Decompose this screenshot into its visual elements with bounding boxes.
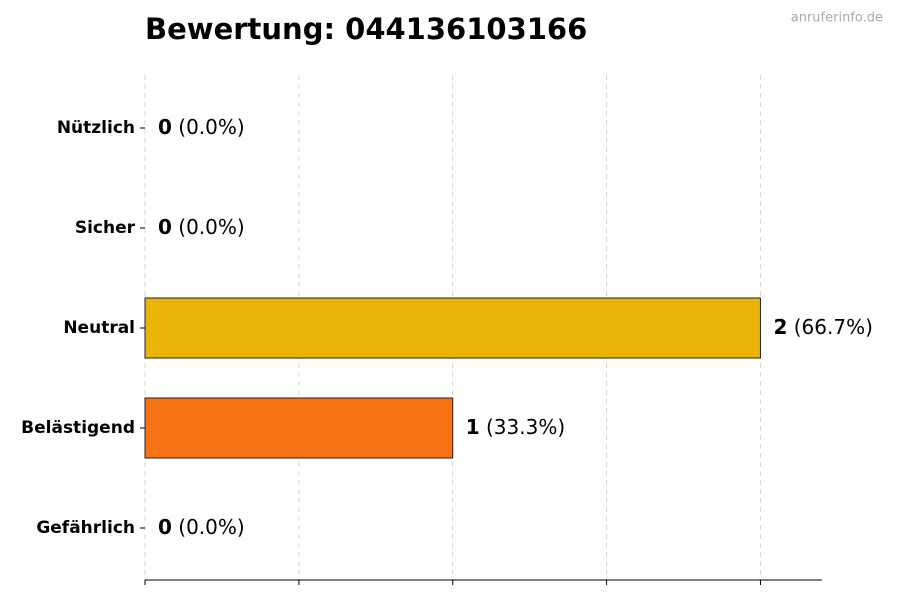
value-label: 2 (66.7%) <box>773 315 872 339</box>
y-tick-label: Gefährlich <box>36 518 135 538</box>
y-tick-label: Belästigend <box>21 418 135 438</box>
value-count: 0 <box>158 215 172 239</box>
value-label: 1 (33.3%) <box>466 415 565 439</box>
chart-title: Bewertung: 044136103166 <box>145 12 587 46</box>
value-percent: (0.0%) <box>178 515 244 539</box>
value-label: 0 (0.0%) <box>158 115 245 139</box>
value-label: 0 (0.0%) <box>158 515 245 539</box>
value-count: 0 <box>158 115 172 139</box>
value-count: 1 <box>466 415 480 439</box>
value-percent: (66.7%) <box>794 315 873 339</box>
watermark: anruferinfo.de <box>791 11 883 26</box>
value-percent: (33.3%) <box>486 415 565 439</box>
value-label: 0 (0.0%) <box>158 215 245 239</box>
value-percent: (0.0%) <box>178 115 244 139</box>
y-tick-label: Neutral <box>63 318 135 338</box>
value-count: 2 <box>773 315 787 339</box>
value-count: 0 <box>158 515 172 539</box>
bar <box>144 397 454 459</box>
y-tick-label: Sicher <box>75 218 136 238</box>
y-tick-label: Nützlich <box>57 118 135 138</box>
value-percent: (0.0%) <box>178 215 244 239</box>
bar <box>144 297 761 359</box>
